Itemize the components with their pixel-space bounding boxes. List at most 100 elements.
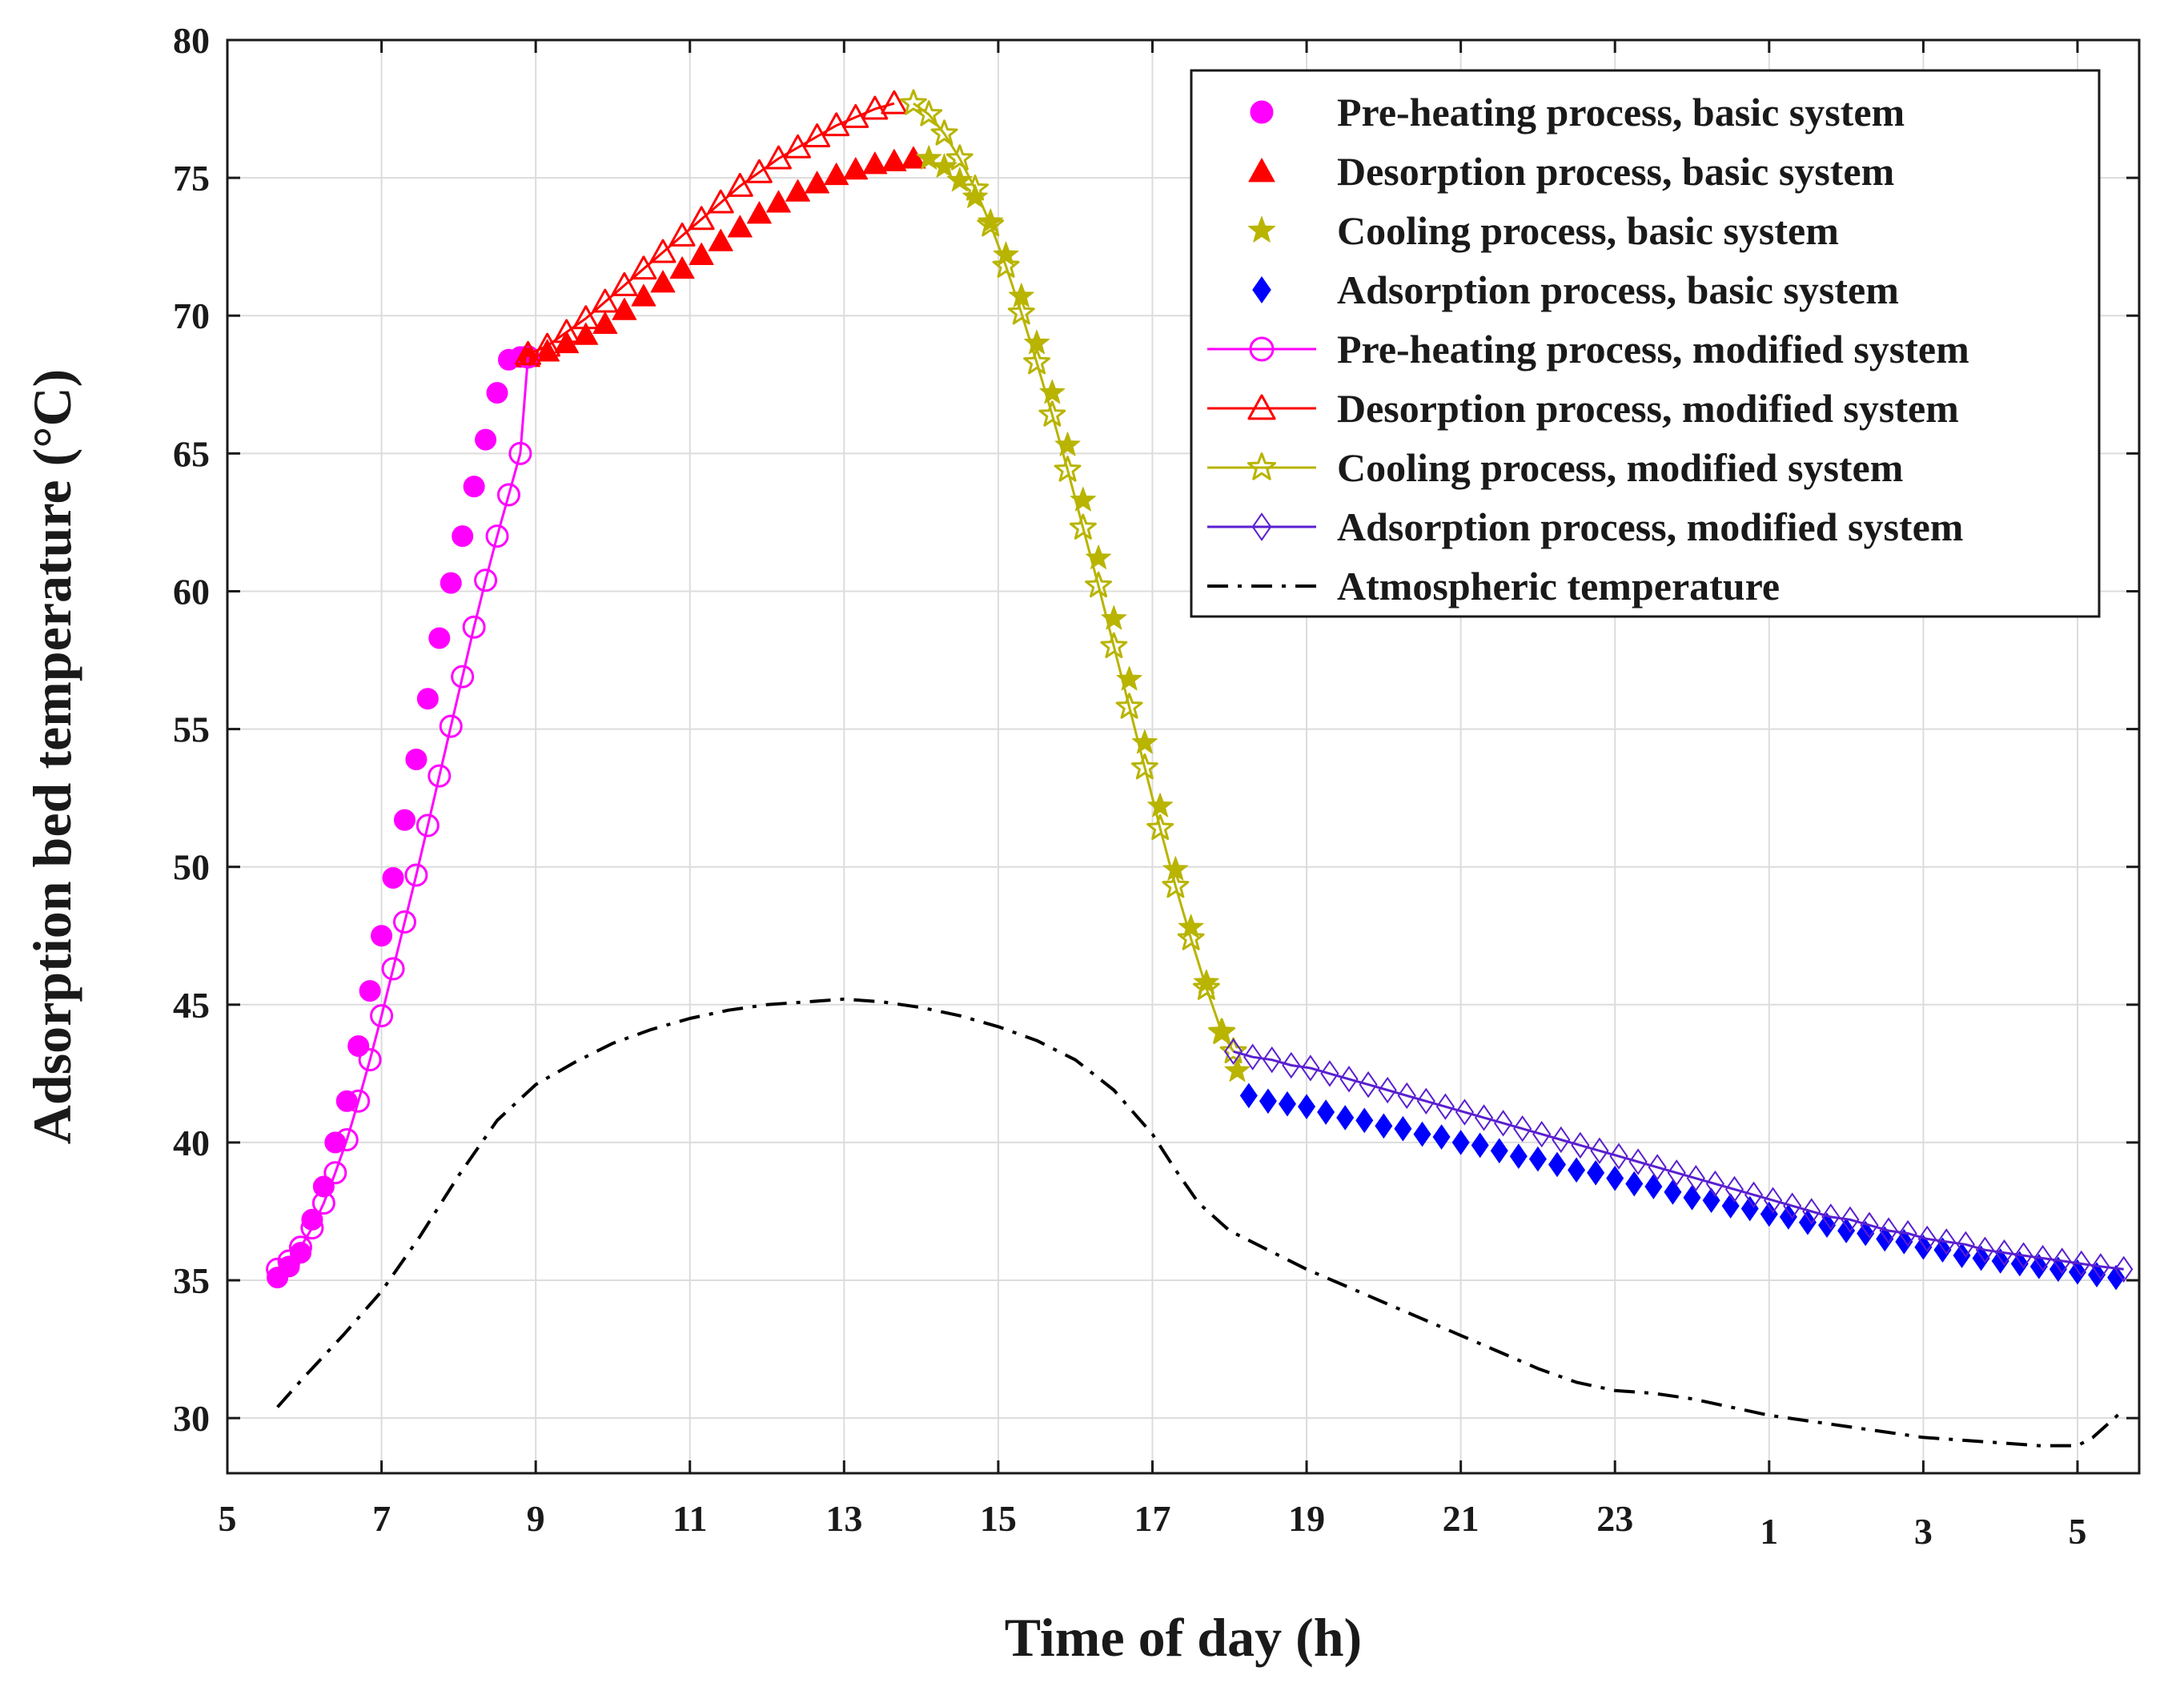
data-point (1259, 1088, 1277, 1115)
data-point (462, 615, 486, 639)
series-atmospheric-temperature (276, 997, 2126, 1448)
x-tick-label: 1 (1760, 1511, 1778, 1552)
data-point (515, 340, 541, 365)
data-point (1416, 1087, 1435, 1115)
data-point (475, 428, 497, 451)
data-point (1375, 1113, 1393, 1139)
data-point (2088, 1262, 2106, 1287)
legend-item: Atmospheric temperature (1207, 564, 1780, 609)
data-point (416, 688, 439, 710)
x-tick-label: 21 (1443, 1498, 1479, 1539)
data-point (404, 863, 428, 887)
data-point (881, 90, 908, 114)
x-tick-label: 23 (1596, 1498, 1633, 1539)
data-point (1683, 1184, 1701, 1211)
data-point (1282, 1051, 1301, 1079)
data-point (1100, 632, 1128, 658)
y-tick-label: 60 (173, 571, 210, 612)
data-point (1837, 1218, 1856, 1243)
data-point (1818, 1212, 1837, 1239)
data-point (1192, 974, 1220, 1000)
data-point (1243, 1043, 1263, 1070)
data-point (1451, 1130, 1470, 1155)
data-point (1490, 1138, 1508, 1164)
data-point (1455, 1099, 1475, 1126)
data-point (1841, 1206, 1860, 1234)
data-point (745, 159, 773, 183)
legend-label: Cooling process, modified system (1337, 445, 1903, 490)
data-point (1223, 1038, 1243, 1066)
data-point (1972, 1245, 1990, 1271)
data-point (289, 1242, 311, 1264)
legend-item: Desorption process, basic system (1248, 149, 1894, 194)
data-point (689, 243, 714, 265)
data-point (1162, 872, 1190, 898)
legend-marker-swatch (1247, 216, 1276, 243)
y-tick-label: 35 (173, 1260, 210, 1301)
data-point (2091, 1253, 2110, 1280)
data-point (916, 145, 942, 170)
data-point (1054, 456, 1082, 482)
data-point (573, 322, 599, 345)
data-point (668, 222, 696, 247)
data-point (1552, 1126, 1571, 1154)
data-point (1898, 1219, 1917, 1247)
series-cooling-process-modified-system (900, 89, 1247, 1063)
data-point (428, 764, 452, 788)
data-point (1528, 1146, 1547, 1172)
data-point (392, 910, 416, 934)
data-point (1397, 1082, 1416, 1110)
y-tick-label: 55 (173, 709, 210, 750)
legend-box (1190, 69, 2101, 618)
data-point (1783, 1192, 1802, 1219)
legend-marker-swatch (1252, 276, 1271, 303)
data-point (649, 239, 676, 263)
data-point (288, 1235, 312, 1259)
data-point (823, 112, 850, 137)
data-point (416, 813, 440, 837)
series-desorption-process-modified-system (515, 90, 908, 365)
legend-item: Adsorption process, modified system (1207, 504, 1963, 549)
data-point (862, 151, 888, 175)
data-point (1744, 1181, 1764, 1209)
data-point (1224, 1057, 1251, 1082)
data-point (1721, 1193, 1740, 1219)
x-tick-label: 9 (527, 1498, 545, 1539)
data-point (1320, 1060, 1339, 1087)
data-point (277, 1249, 301, 1273)
data-point (474, 568, 498, 592)
data-point (1724, 1175, 1744, 1203)
legend-label: Pre-heating process, basic system (1337, 90, 1905, 135)
data-point (1937, 1228, 1956, 1255)
data-point (1953, 1243, 1971, 1268)
data-point (1378, 1076, 1397, 1104)
x-tick-label: 13 (825, 1498, 862, 1539)
data-point (1359, 1070, 1378, 1099)
data-point (553, 319, 580, 343)
data-point (1146, 813, 1174, 841)
data-point (452, 525, 474, 548)
legend-item: Pre-heating process, basic system (1250, 90, 1905, 135)
data-point (358, 1048, 382, 1072)
legend-marker-swatch (1251, 512, 1272, 541)
data-point (930, 119, 958, 146)
data-point (347, 1034, 370, 1057)
data-point (534, 332, 561, 357)
data-point (393, 809, 416, 831)
data-point (1798, 1209, 1817, 1235)
legend-marker-swatch (1249, 336, 1275, 362)
data-point (1821, 1203, 1841, 1231)
data-point (1802, 1198, 1821, 1225)
y-tick-label: 80 (173, 20, 210, 61)
data-point (2068, 1259, 2086, 1285)
data-point (2049, 1256, 2067, 1283)
data-point (1513, 1115, 1532, 1143)
axis-ticks: 5 7 9 11 13 15 17 19 21 23 1 3 530354045505560657075… (173, 20, 2139, 1552)
data-point (1317, 1099, 1335, 1125)
data-point (1115, 693, 1143, 719)
data-point (1130, 753, 1158, 780)
y-tick-label: 50 (173, 847, 210, 888)
data-point (805, 171, 830, 194)
legend-label: Adsorption process, basic system (1337, 267, 1899, 312)
